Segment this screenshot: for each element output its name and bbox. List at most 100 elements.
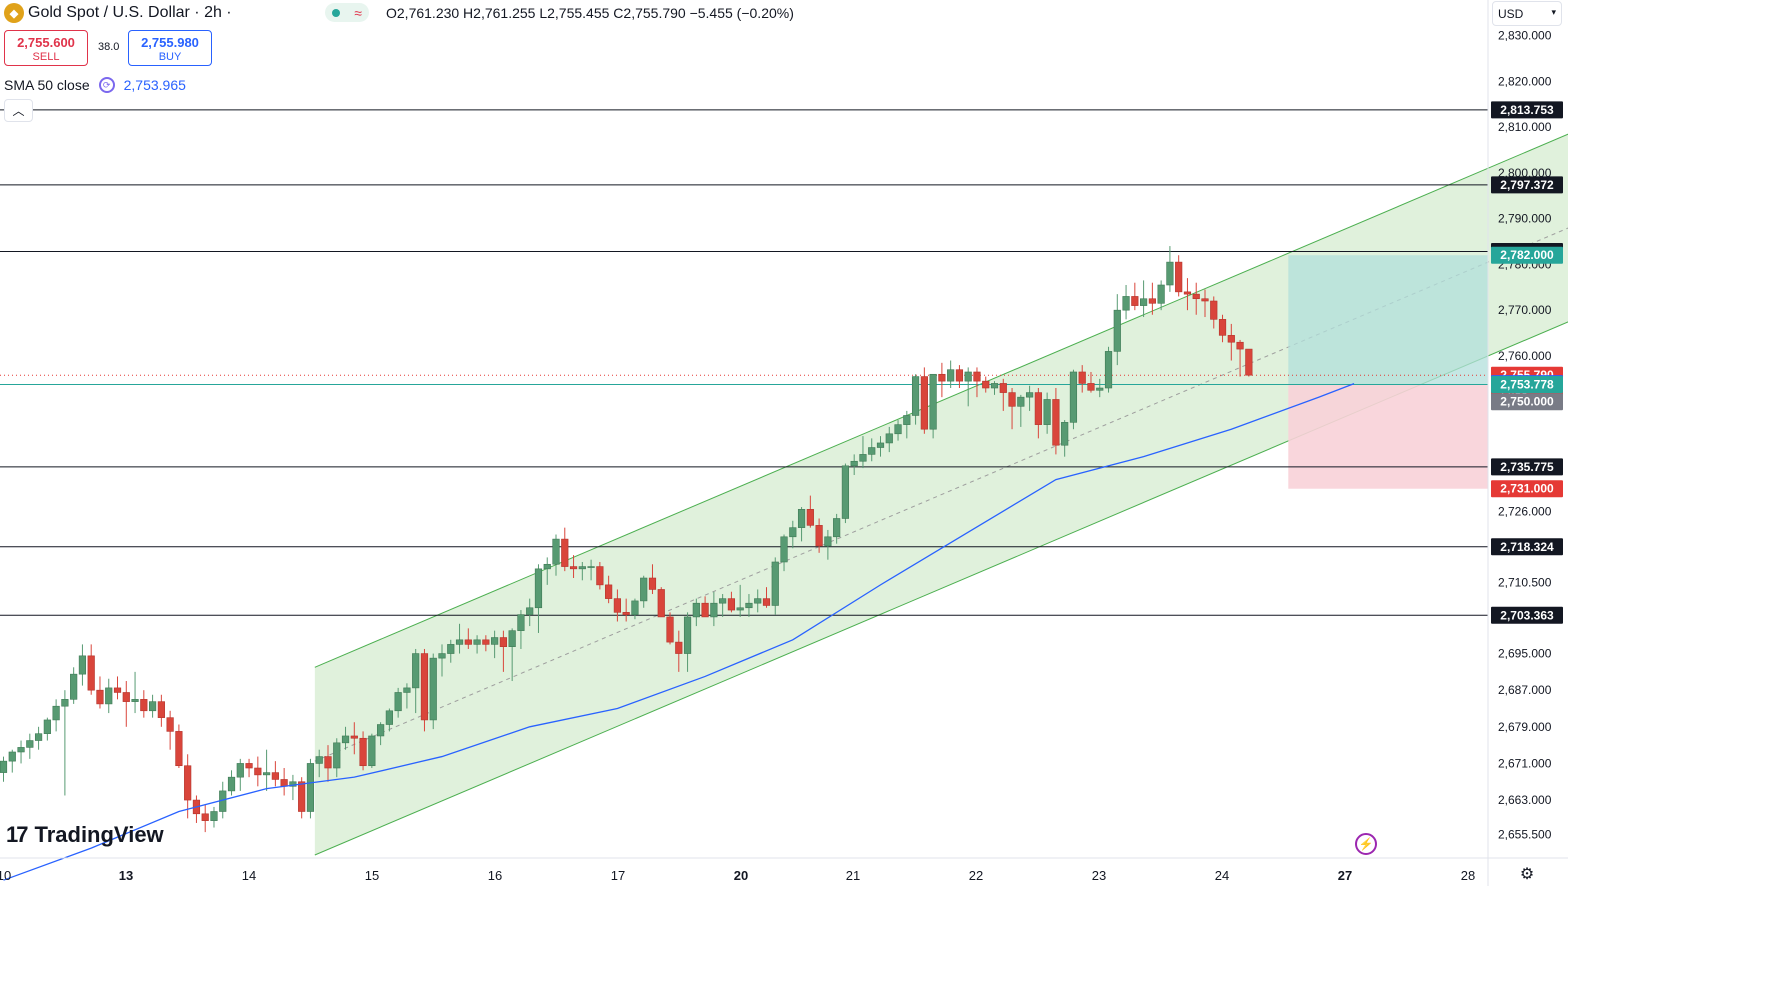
candle [377,722,385,746]
candle-body [771,561,779,606]
candle [350,722,358,755]
price-tag-text: 2,782.000 [1500,248,1554,262]
candle-body [17,747,25,753]
candle [78,644,87,686]
candle-body [911,376,920,416]
candle [508,628,516,682]
candle-body [1087,383,1095,391]
sell-button[interactable]: 2,755.600 SELL [4,30,88,66]
candle-body [666,616,674,643]
candle [675,630,683,672]
candle [894,420,902,441]
candle-body [1140,298,1148,306]
candle-body [43,719,51,734]
candle-body [385,710,393,725]
lightning-icon[interactable]: ⚡ [1355,833,1377,855]
gear-icon[interactable]: ⚙ [1519,866,1535,883]
candle [683,612,692,672]
candle [964,367,972,407]
candle [1122,284,1130,320]
tradingview-mark-icon: 17 [6,822,29,847]
candle-body [140,699,148,712]
channel-upper-line [314,133,1568,668]
candle-body [210,811,218,821]
candle-body [1201,298,1209,302]
candle-body [26,740,34,748]
candle-body [1052,399,1060,446]
candle-body [517,614,525,631]
candle [1025,385,1034,411]
time-tick-label: 13 [119,868,133,883]
candle [648,564,657,595]
candle-body [350,735,358,739]
refresh-icon[interactable]: ⟳ [98,77,115,93]
time-tick-label: 20 [734,868,748,883]
candle [96,676,104,709]
price-chart[interactable]: 2,830.0002,820.0002,810.0002,800.0002,79… [0,0,1568,886]
candle [262,749,271,791]
candle-body [982,380,990,389]
candle [43,717,51,741]
currency-select[interactable]: USD ▾ [1492,1,1562,26]
candle-body [657,589,665,618]
candle-body [736,607,744,611]
candle [1227,323,1235,361]
candle [780,534,788,572]
candle-body [999,383,1007,393]
level-price-tag: 2,703.363 [1491,606,1563,624]
candle-body [499,637,507,647]
candle [455,623,464,654]
candle-body [491,637,499,645]
candle-body [1096,387,1104,391]
candle [491,630,499,659]
candle-body [377,724,385,737]
ohlc-values: O2,761.230 H2,761.255 L2,755.455 C2,755.… [386,5,794,21]
sma-50-line [3,382,1355,881]
candle [499,630,507,672]
candle-body [324,756,332,769]
candle-body [175,731,183,767]
candle [789,520,797,549]
candle [920,367,928,434]
candle [1061,420,1069,457]
candle [412,648,420,714]
candle [1201,289,1209,318]
indicator-legend[interactable]: SMA 50 close ⟳ 2,753.965 [4,77,186,93]
candle-body [543,563,551,570]
price-tick-label: 2,671.000 [1498,756,1552,770]
candle [113,676,122,700]
tradingview-logo: 17 TradingView [6,822,164,848]
candle [271,761,279,787]
candle [131,671,139,714]
indicator-value: 2,753.965 [123,77,186,93]
candle-body [1025,392,1034,398]
candle [885,426,893,453]
candle [1210,296,1218,329]
candlestick-series [0,246,1253,833]
symbol-title[interactable]: Gold Spot / U.S. Dollar · 2h · [28,4,232,21]
candle [640,575,648,608]
candle [1069,369,1078,430]
buy-button[interactable]: 2,755.980 BUY [128,30,212,66]
spread-value: 38.0 [98,41,120,53]
candle [122,681,130,727]
collapse-legend-button[interactable]: ︿ [4,99,33,122]
candle-body [236,763,244,778]
market-status[interactable]: ≈ [325,3,369,22]
candle [929,373,937,439]
candle-body [429,657,437,721]
candle [797,507,806,542]
candle-body [578,566,586,570]
chevron-down-icon: ▾ [1551,7,1556,17]
candle-body [745,602,753,609]
candle [254,756,262,787]
candle-body [938,373,946,382]
price-tick-label: 2,710.500 [1498,576,1552,590]
candle [166,710,174,750]
price-axis: 2,830.0002,820.0002,810.0002,800.0002,79… [1487,0,1563,886]
price-tick-label: 2,770.000 [1498,303,1552,317]
market-open-icon [332,8,341,17]
price-tag: 2,782.000 [1491,246,1563,264]
candle [850,454,858,475]
candle-body [52,705,60,721]
